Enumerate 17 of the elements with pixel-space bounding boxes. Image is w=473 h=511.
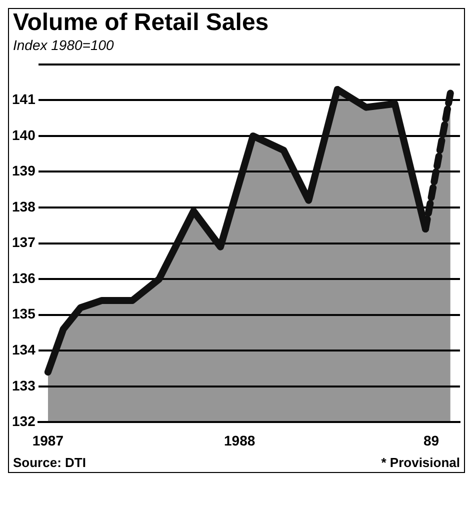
y-tick-label: 141 bbox=[12, 91, 36, 108]
chart-subtitle: Index 1980=100 bbox=[12, 37, 115, 53]
source-note: Source: DTI bbox=[13, 455, 86, 470]
chart-title: Volume of Retail Sales bbox=[12, 9, 270, 37]
text: * Provisional bbox=[381, 455, 460, 470]
x-tick-label: 1988 bbox=[224, 432, 256, 448]
y-tick-label: 138 bbox=[12, 198, 36, 214]
y-tick-label: 139 bbox=[12, 162, 36, 179]
x-tick-label: 1987 bbox=[32, 432, 64, 448]
y-tick-label: 136 bbox=[12, 270, 36, 286]
y-tick-label: 134 bbox=[12, 342, 36, 358]
y-tick-label: 133 bbox=[12, 377, 36, 394]
y-tick-label: 135 bbox=[12, 306, 36, 322]
y-tick-label: 137 bbox=[12, 234, 36, 250]
y-tick-label: 140 bbox=[12, 126, 36, 143]
y-tick-label: 132 bbox=[12, 413, 36, 430]
x-tick-label: 89 bbox=[423, 432, 440, 448]
